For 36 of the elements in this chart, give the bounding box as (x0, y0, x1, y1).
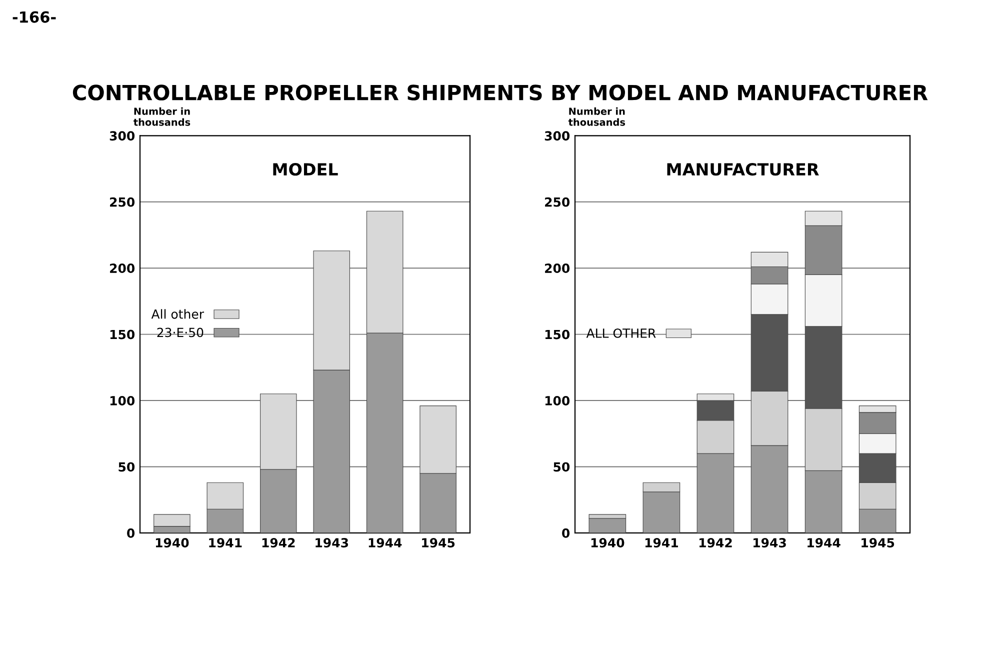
x-tick-label: 1943 (754, 538, 786, 548)
y-axis-title: Number in thousands (134, 107, 190, 126)
y-tick-label: 0 (562, 528, 570, 538)
x-tick-label: 1944 (368, 538, 402, 548)
x-tick-label: 1941 (645, 538, 678, 548)
y-tick-label: 50 (118, 462, 135, 472)
y-tick-label: 250 (110, 197, 135, 207)
x-tick-label: 1943 (316, 538, 348, 548)
x-tick-label: 1940 (156, 538, 189, 548)
y-tick-label: 300 (544, 131, 570, 141)
x-tick-label: 1942 (262, 538, 295, 548)
legend-label: 23·E·50 (157, 328, 204, 338)
x-tick-label: 1944 (808, 538, 840, 548)
legend-label: ALL OTHER (586, 328, 656, 338)
x-tick-label: 1945 (862, 538, 894, 548)
y-tick-label: 0 (127, 528, 135, 538)
y-tick-label: 200 (110, 264, 135, 274)
y-axis-title: Number in thousands (568, 107, 626, 126)
x-tick-label: 1941 (209, 538, 242, 548)
chart-title: CONTROLLABLE PROPELLER SHIPMENTS BY MODEL AND MANUFACTURER (72, 84, 928, 100)
y-tick-label: 100 (110, 396, 135, 406)
legend-label: All other (151, 309, 204, 319)
y-tick-label: 150 (545, 330, 570, 340)
bar (588, 518, 626, 533)
x-tick-label: 1945 (422, 538, 455, 548)
text: MODEL (273, 163, 338, 176)
x-tick-label: 1940 (591, 538, 624, 548)
y-tick-label: 50 (554, 462, 570, 472)
text: MANUFACTURER (667, 163, 819, 176)
text: -166- (12, 11, 56, 23)
y-tick-label: 150 (110, 330, 135, 340)
y-tick-label: 250 (545, 197, 570, 207)
y-tick-label: 200 (545, 264, 570, 274)
y-tick-label: 100 (545, 396, 570, 406)
y-tick-label: 300 (110, 131, 135, 141)
x-tick-label: 1942 (700, 538, 732, 548)
